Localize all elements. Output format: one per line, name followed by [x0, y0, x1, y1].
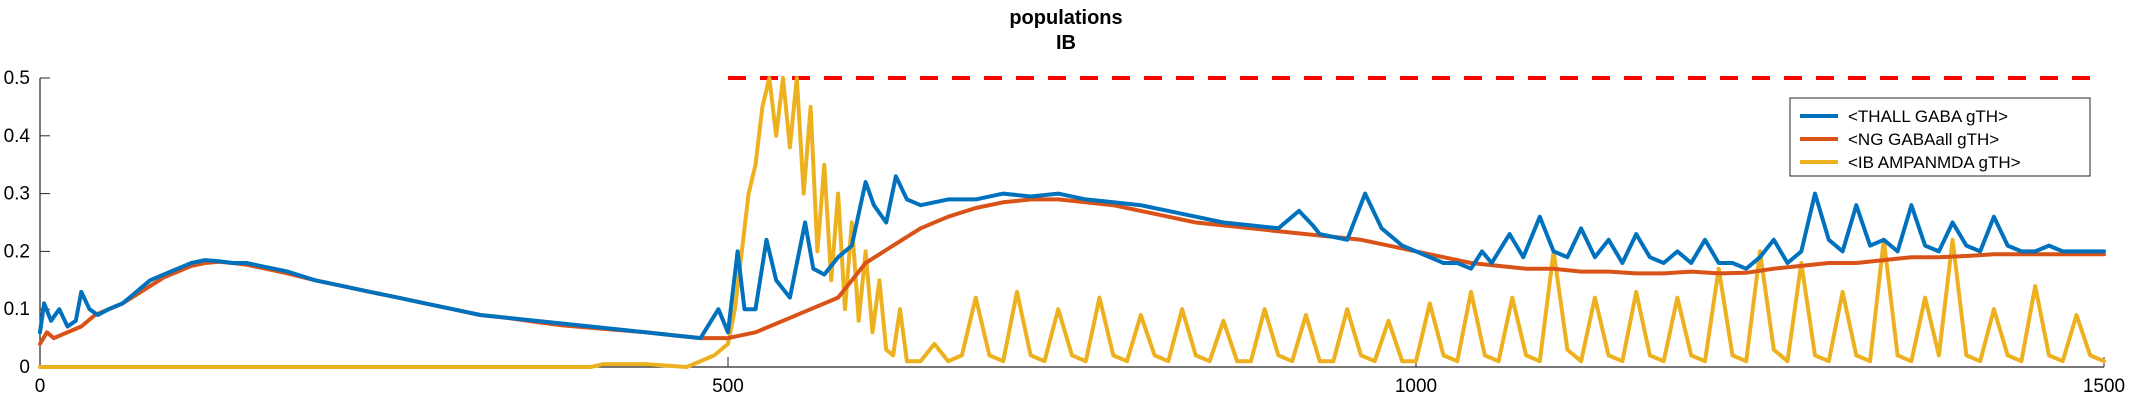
plot-area: [40, 78, 2104, 367]
x-tick-label: 500: [712, 376, 744, 397]
x-tick-label: 1500: [2083, 376, 2125, 397]
series-lines: [38, 76, 2106, 369]
legend-label: <IB AMPANMDA gTH>: [1848, 153, 2021, 172]
y-tick-label: 0.4: [4, 126, 31, 147]
series-line: [38, 76, 2106, 369]
legend-label: <THALL GABA gTH>: [1848, 107, 2008, 126]
x-tick-label: 1000: [1395, 376, 1437, 397]
legend-label: <NG GABAall gTH>: [1848, 130, 1999, 149]
legend-box: [1789, 97, 2091, 177]
y-tick-label: 0.2: [4, 241, 30, 262]
y-tick-label: 0.5: [4, 68, 30, 89]
y-tick-label: 0.1: [4, 299, 30, 320]
chart-title: populations: [1009, 7, 1122, 29]
x-tick-label: 0: [35, 376, 46, 397]
y-tick-label: 0.3: [4, 184, 30, 205]
chart-subtitle: IB: [1056, 32, 1076, 54]
legend: <THALL GABA gTH> <NG GABAall gTH> <IB AMPA…: [1789, 97, 2091, 177]
series-line: [38, 174, 2106, 341]
y-tick-label: 0: [19, 357, 30, 378]
y-axis: 0 0.1 0.2 0.3 0.4 0.5: [4, 68, 50, 378]
